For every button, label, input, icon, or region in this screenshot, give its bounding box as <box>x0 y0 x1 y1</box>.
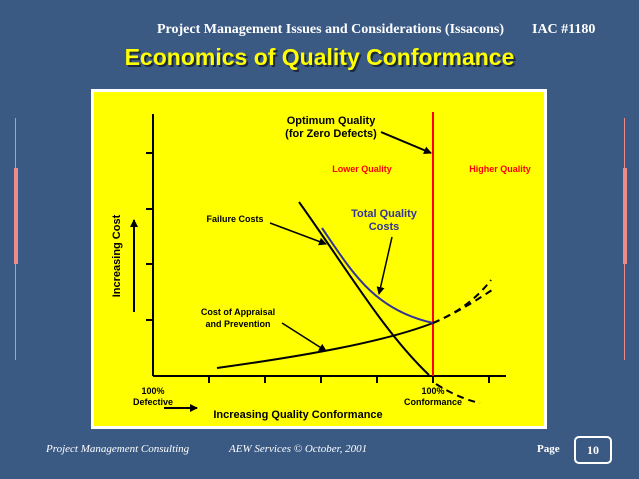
x-left-label: 100% <box>141 386 164 396</box>
x-axis-label: Increasing Quality Conformance <box>213 409 382 421</box>
footer-copyright: AEW Services © October, 2001 <box>229 443 368 455</box>
higher-quality-label: Higher Quality <box>469 164 531 174</box>
total-costs-arrow <box>376 236 393 295</box>
failure-costs-arrow <box>269 222 327 246</box>
total-cost-curve-dashed <box>432 279 492 324</box>
total-quality-costs-sublabel: Costs <box>369 221 400 233</box>
failure-cost-curve-dashed <box>435 383 481 404</box>
quality-cost-diagram: Optimum Quality (for Zero Defects) Lower… <box>111 112 531 421</box>
optimum-arrow <box>380 131 432 154</box>
failure-cost-curve <box>298 201 430 376</box>
diagram-frame: Optimum Quality (for Zero Defects) Lower… <box>91 89 547 429</box>
lower-quality-label: Lower Quality <box>332 164 392 174</box>
slide-title: Economics of Quality Conformance <box>124 44 515 70</box>
optimum-quality-sublabel: (for Zero Defects) <box>285 128 377 140</box>
right-decor-line <box>624 118 625 360</box>
x-right-label: 100% <box>421 386 444 396</box>
appraisal-arrow <box>281 322 327 352</box>
header-title: Project Management Issues and Considerat… <box>157 22 505 37</box>
appraisal-cost-curve-dashed <box>432 289 493 324</box>
optimum-quality-label: Optimum Quality <box>287 115 377 127</box>
total-cost-curve <box>321 227 434 324</box>
appraisal-cost-curve <box>216 322 434 369</box>
failure-costs-label: Failure Costs <box>206 214 263 224</box>
left-decor-line <box>15 118 16 360</box>
page-label: Page <box>537 443 560 455</box>
header-code: IAC #1180 <box>532 22 596 37</box>
appraisal-sublabel: and Prevention <box>205 319 270 329</box>
footer-company: Project Management Consulting <box>46 443 190 455</box>
diagram-area: Optimum Quality (for Zero Defects) Lower… <box>94 92 544 426</box>
appraisal-label: Cost of Appraisal <box>201 307 275 317</box>
page-number: 10 <box>574 436 612 464</box>
y-axis-label: Increasing Cost <box>111 214 123 297</box>
x-left-sublabel: Defective <box>133 397 173 407</box>
left-decor-bar <box>14 168 18 264</box>
right-decor-bar <box>623 168 627 264</box>
total-quality-costs-label: Total Quality <box>351 208 418 220</box>
x-right-sublabel: Conformance <box>404 397 462 407</box>
